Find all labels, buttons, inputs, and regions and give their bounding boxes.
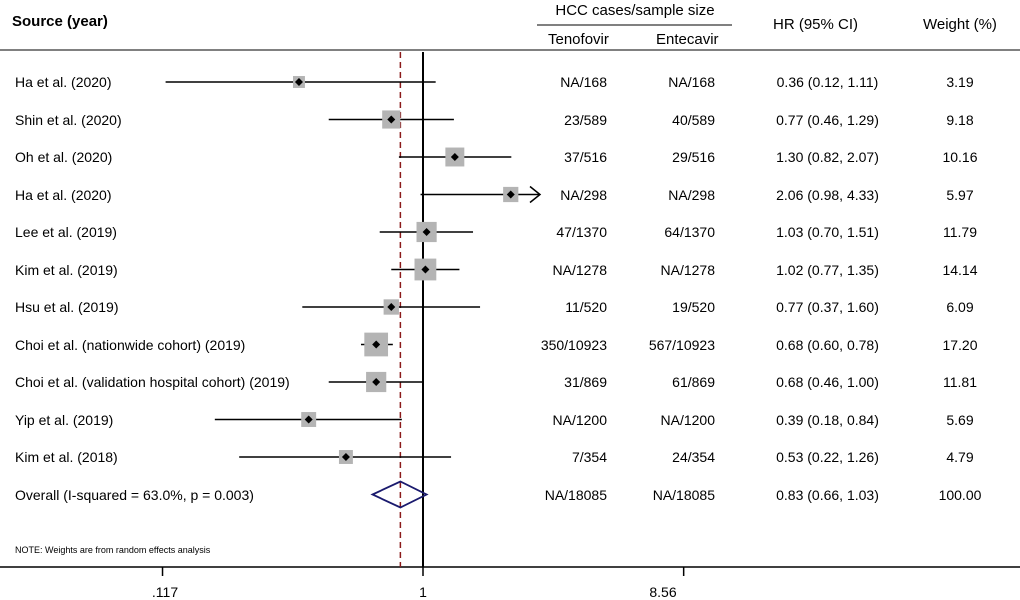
tenofovir-value: 11/520 [565,299,607,315]
study-label: Oh et al. (2020) [15,149,113,165]
x-tick-label-null: 1 [419,584,427,600]
weight-value: 6.09 [946,299,974,315]
overall-label: Overall (I-squared = 63.0%, p = 0.003) [15,486,254,503]
entecavir-value: NA/168 [668,74,715,90]
study-label: Choi et al. (validation hospital cohort)… [15,374,290,390]
hr-ci-value: 0.36 (0.12, 1.11) [776,74,879,90]
weight-value: 11.79 [943,224,977,240]
hr-ci-value: 0.77 (0.37, 1.60) [776,299,879,315]
point-estimate [372,340,381,349]
x-tick-label-high: 8.56 [649,584,677,600]
hr-ci-value: 1.30 (0.82, 2.07) [776,149,879,165]
hr-ci-value: 1.02 (0.77, 1.35) [776,261,879,278]
overall-hr-ci: 0.83 (0.66, 1.03) [776,486,879,503]
study-label: Choi et al. (nationwide cohort) (2019) [15,336,246,353]
entecavir-value: NA/1278 [660,261,715,278]
study-label: Kim et al. (2019) [15,261,118,278]
study-label: Kim et al. (2018) [15,449,118,465]
overall-entecavir: NA/18085 [652,486,715,503]
header-tenofovir: Tenofovir [548,31,609,48]
tenofovir-value: 23/589 [564,111,607,128]
study-label: Ha et al. (2020) [15,74,112,90]
point-estimate [506,190,515,199]
header-hr: HR (95% CI) [773,16,859,33]
point-estimate [304,415,313,424]
hr-ci-value: 0.68 (0.60, 0.78) [776,336,879,353]
point-estimate [387,115,396,124]
header-source: Source (year) [12,13,108,30]
weight-value: 17.20 [942,336,978,353]
tenofovir-value: NA/1278 [552,261,607,278]
entecavir-value: 24/354 [672,449,715,465]
hr-ci-value: 0.39 (0.18, 0.84) [776,411,879,428]
entecavir-value: 567/10923 [648,336,715,353]
tenofovir-value: 47/1370 [556,224,607,240]
entecavir-value: 29/516 [672,149,715,165]
tenofovir-value: NA/298 [560,186,607,203]
point-estimate [341,453,350,461]
tenofovir-value: 37/516 [564,149,607,165]
entecavir-value: 64/1370 [664,224,715,240]
forest-marks [161,52,685,576]
study-label: Yip et al. (2019) [15,411,114,428]
tenofovir-value: 7/354 [571,449,607,465]
tenofovir-value: 350/10923 [540,336,607,353]
entecavir-value: 19/520 [672,299,715,315]
overall-tenofovir: NA/18085 [544,486,607,503]
note: NOTE: Weights are from random effects an… [15,545,211,555]
point-estimate [450,153,459,161]
point-estimate [294,78,303,86]
overall-weight: 100.00 [938,486,982,503]
hr-ci-value: 0.68 (0.46, 1.00) [776,374,879,390]
weight-value: 5.69 [946,411,974,428]
hr-ci-value: 0.53 (0.22, 1.26) [776,449,879,465]
entecavir-value: 40/589 [672,111,715,128]
point-estimate [422,228,431,236]
overall-diamond [370,480,429,509]
entecavir-value: NA/298 [668,186,715,203]
entecavir-value: 61/869 [672,374,715,390]
point-estimate [372,378,381,386]
study-label: Ha et al. (2020) [15,186,112,203]
tenofovir-value: NA/1200 [552,411,607,428]
ci-arrow [529,185,542,204]
header-hcc: HCC cases/sample size [555,2,715,19]
weight-value: 4.79 [946,449,974,465]
point-estimate [421,265,430,274]
weight-value: 9.18 [946,111,974,128]
weight-value: 11.81 [943,374,977,390]
tenofovir-value: NA/168 [560,74,607,90]
entecavir-value: NA/1200 [660,411,715,428]
weight-value: 10.16 [942,149,978,165]
weight-value: 5.97 [946,186,974,203]
hr-ci-value: 0.77 (0.46, 1.29) [776,111,879,128]
header-weight: Weight (%) [923,16,997,33]
hr-ci-value: 2.06 (0.98, 4.33) [776,186,879,203]
header-entecavir: Entecavir [656,31,719,48]
hr-ci-value: 1.03 (0.70, 1.51) [776,224,879,240]
tenofovir-value: 31/869 [564,374,607,390]
x-tick-label-low: .117 [151,584,179,600]
weight-value: 14.14 [942,261,978,278]
study-label: Shin et al. (2020) [15,111,122,128]
point-estimate [387,303,396,311]
study-label: Lee et al. (2019) [15,224,117,240]
study-label: Hsu et al. (2019) [15,299,119,315]
weight-value: 3.19 [946,74,974,90]
